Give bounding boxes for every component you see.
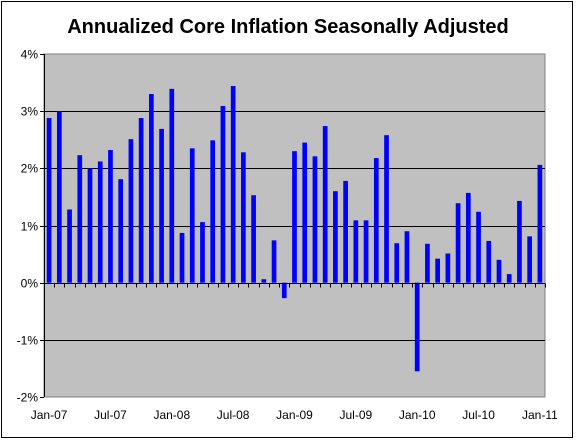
x-tick-label: Jul-10 [462, 408, 495, 422]
bar [343, 180, 348, 283]
bar [210, 140, 216, 283]
bar [87, 168, 93, 283]
bar [271, 240, 277, 283]
y-tick-label: 0% [21, 277, 39, 291]
bar [138, 118, 144, 283]
y-tick-label: -1% [17, 334, 39, 348]
y-tick-label: 2% [21, 162, 39, 176]
bar [455, 203, 461, 283]
bar [363, 220, 369, 283]
bar [506, 274, 512, 283]
x-tick-label: Jul-07 [94, 408, 127, 422]
bar [97, 161, 103, 283]
bar [149, 94, 154, 283]
bar [527, 236, 533, 283]
y-tick-label: 1% [21, 220, 39, 234]
bar [486, 240, 492, 283]
bar [179, 232, 185, 283]
bar [118, 179, 124, 283]
bar [496, 259, 502, 283]
bar [220, 106, 226, 283]
y-tick-label: 4% [21, 48, 39, 62]
bar [517, 200, 522, 283]
bar [425, 243, 430, 283]
bar [159, 128, 164, 283]
x-tick-label: Jan-08 [153, 408, 190, 422]
y-tick-label: 3% [21, 105, 39, 119]
bar [189, 148, 195, 283]
x-tick-label: Jan-09 [276, 408, 313, 422]
bar [200, 222, 205, 283]
bar [312, 156, 318, 283]
x-tick-label: Jul-09 [340, 408, 373, 422]
bar [333, 191, 338, 283]
bar [46, 118, 52, 283]
bar [230, 86, 236, 283]
bar [261, 279, 267, 283]
bar [404, 231, 410, 283]
bar [128, 139, 134, 283]
bar [435, 258, 440, 283]
bar [241, 152, 246, 283]
bar [322, 126, 328, 283]
bar [353, 220, 359, 283]
bar [281, 282, 287, 299]
bar [77, 155, 83, 283]
bar [108, 150, 113, 283]
x-tick-label: Jul-08 [217, 408, 250, 422]
x-tick-label: Jan-07 [31, 408, 68, 422]
bar [251, 195, 256, 283]
bar [67, 209, 72, 283]
bar [394, 243, 400, 283]
bar [476, 211, 481, 283]
bar [537, 164, 543, 283]
bar [465, 192, 471, 283]
x-tick-label: Jan-10 [399, 408, 436, 422]
bar [384, 135, 389, 283]
bar [292, 151, 297, 283]
bar [302, 142, 308, 283]
bar [373, 158, 379, 283]
bar [414, 282, 420, 372]
x-tick-label: Jan-11 [522, 408, 558, 422]
bar [445, 253, 451, 283]
y-tick-label: -2% [17, 391, 39, 405]
bar [56, 111, 62, 283]
chart-title: Annualized Core Inflation Seasonally Adj… [67, 16, 509, 38]
bar [169, 88, 175, 283]
